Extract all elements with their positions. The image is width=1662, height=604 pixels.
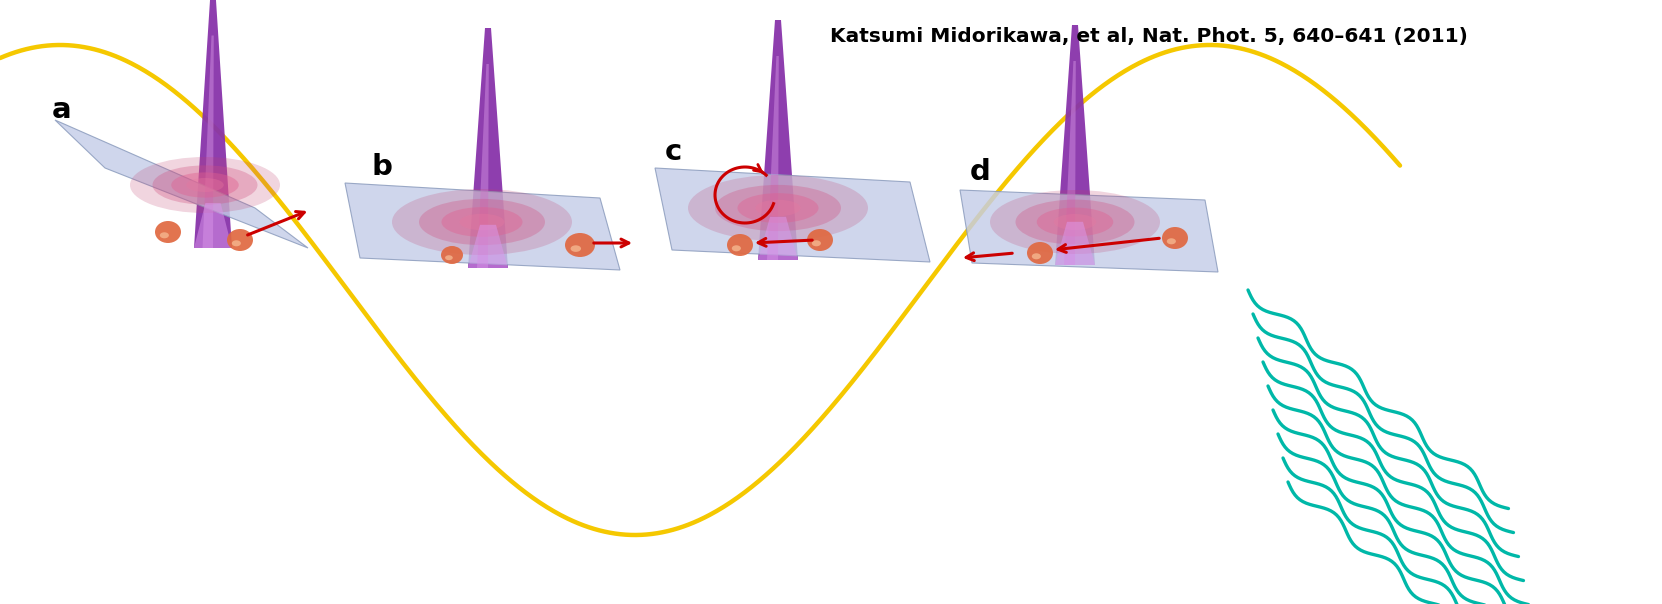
Polygon shape — [194, 0, 233, 248]
Ellipse shape — [1037, 208, 1114, 236]
Ellipse shape — [565, 233, 595, 257]
Ellipse shape — [228, 229, 253, 251]
Ellipse shape — [726, 234, 753, 256]
Polygon shape — [469, 225, 509, 268]
Polygon shape — [346, 183, 620, 270]
Ellipse shape — [991, 190, 1160, 254]
Ellipse shape — [1162, 227, 1188, 249]
Ellipse shape — [1015, 199, 1135, 245]
Ellipse shape — [731, 245, 741, 251]
Ellipse shape — [442, 207, 522, 237]
Polygon shape — [1064, 61, 1075, 265]
Ellipse shape — [130, 157, 279, 213]
Ellipse shape — [155, 221, 181, 243]
Text: Katsumi Midorikawa, et al, Nat. Phot. 5, 640–641 (2011): Katsumi Midorikawa, et al, Nat. Phot. 5,… — [829, 27, 1468, 46]
Ellipse shape — [715, 185, 841, 231]
Text: d: d — [971, 158, 991, 186]
Ellipse shape — [1054, 214, 1097, 230]
Ellipse shape — [186, 178, 224, 192]
Polygon shape — [758, 20, 798, 260]
Ellipse shape — [153, 165, 258, 205]
Polygon shape — [194, 203, 233, 248]
Polygon shape — [961, 190, 1218, 272]
Ellipse shape — [756, 200, 801, 216]
Ellipse shape — [1027, 242, 1054, 264]
Ellipse shape — [440, 246, 464, 264]
Ellipse shape — [1167, 238, 1177, 245]
Ellipse shape — [392, 189, 572, 255]
Ellipse shape — [419, 199, 545, 245]
Polygon shape — [758, 217, 798, 260]
Ellipse shape — [171, 172, 239, 198]
Polygon shape — [477, 64, 489, 268]
Polygon shape — [203, 36, 214, 248]
Polygon shape — [469, 28, 509, 268]
Ellipse shape — [1032, 253, 1040, 259]
Ellipse shape — [738, 193, 818, 223]
Ellipse shape — [811, 240, 821, 246]
Polygon shape — [766, 56, 779, 260]
Polygon shape — [655, 168, 931, 262]
Ellipse shape — [231, 240, 241, 246]
Polygon shape — [55, 120, 307, 248]
Ellipse shape — [808, 229, 833, 251]
Text: c: c — [665, 138, 681, 166]
Ellipse shape — [688, 175, 868, 241]
Text: b: b — [372, 153, 392, 181]
Text: a: a — [52, 96, 71, 124]
Polygon shape — [1055, 222, 1095, 265]
Ellipse shape — [445, 255, 452, 260]
Polygon shape — [1055, 25, 1095, 265]
Ellipse shape — [459, 214, 505, 230]
Ellipse shape — [160, 233, 170, 239]
Ellipse shape — [570, 245, 582, 252]
